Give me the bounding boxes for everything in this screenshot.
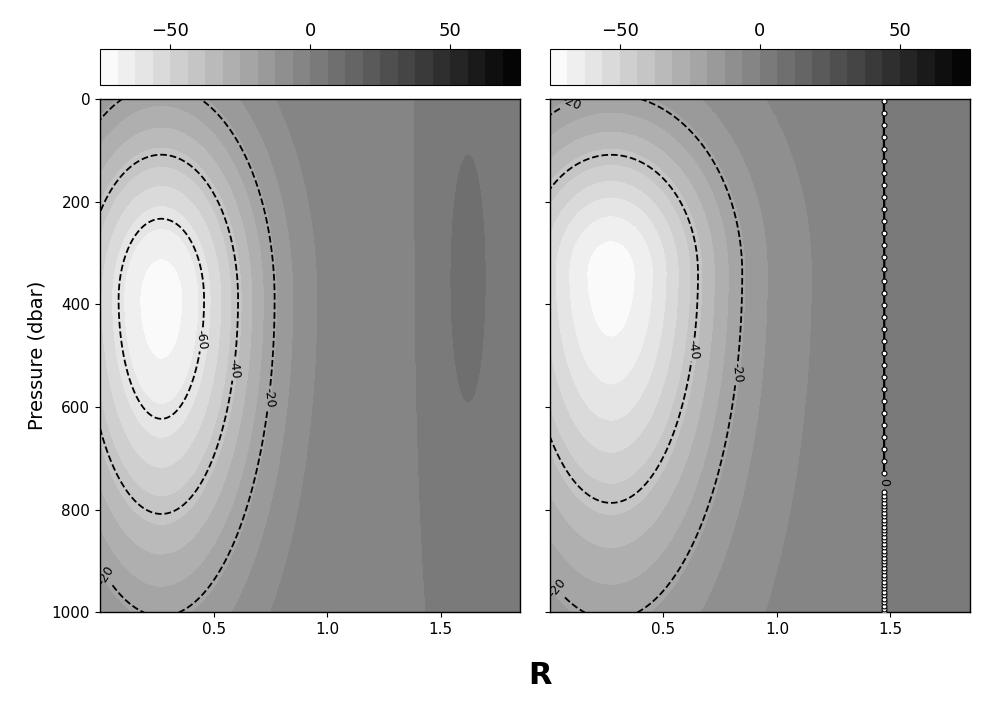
Text: -20: -20	[545, 577, 568, 601]
Text: -20: -20	[95, 563, 117, 587]
Text: R: R	[528, 661, 552, 691]
Text: -20: -20	[559, 93, 583, 113]
Y-axis label: Pressure (dbar): Pressure (dbar)	[27, 281, 46, 430]
Text: -20: -20	[729, 363, 744, 384]
Text: -60: -60	[194, 329, 209, 351]
Text: -20: -20	[261, 387, 277, 408]
Text: -40: -40	[226, 358, 242, 379]
Text: -40: -40	[685, 339, 701, 360]
Text: 0: 0	[878, 478, 891, 486]
